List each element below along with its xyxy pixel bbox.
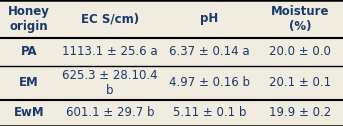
Text: 1113.1 ± 25.6 a: 1113.1 ± 25.6 a (62, 45, 157, 58)
Text: EM: EM (19, 76, 39, 89)
Text: 601.1 ± 29.7 b: 601.1 ± 29.7 b (66, 106, 154, 119)
Text: EC S/cm): EC S/cm) (81, 12, 139, 25)
Text: 6.37 ± 0.14 a: 6.37 ± 0.14 a (169, 45, 250, 58)
Text: 19.9 ± 0.2: 19.9 ± 0.2 (269, 106, 331, 119)
Text: pH: pH (200, 12, 218, 25)
Text: 4.97 ± 0.16 b: 4.97 ± 0.16 b (169, 76, 250, 89)
Text: PA: PA (21, 45, 37, 58)
Text: 20.0 ± 0.0: 20.0 ± 0.0 (269, 45, 331, 58)
Text: Moisture
(%): Moisture (%) (271, 5, 329, 33)
Text: EwM: EwM (14, 106, 45, 119)
Text: 20.1 ± 0.1: 20.1 ± 0.1 (269, 76, 331, 89)
Text: Honey
origin: Honey origin (8, 5, 50, 33)
Text: 625.3 ± 28.10.4
b: 625.3 ± 28.10.4 b (62, 69, 157, 97)
Text: 5.11 ± 0.1 b: 5.11 ± 0.1 b (173, 106, 246, 119)
